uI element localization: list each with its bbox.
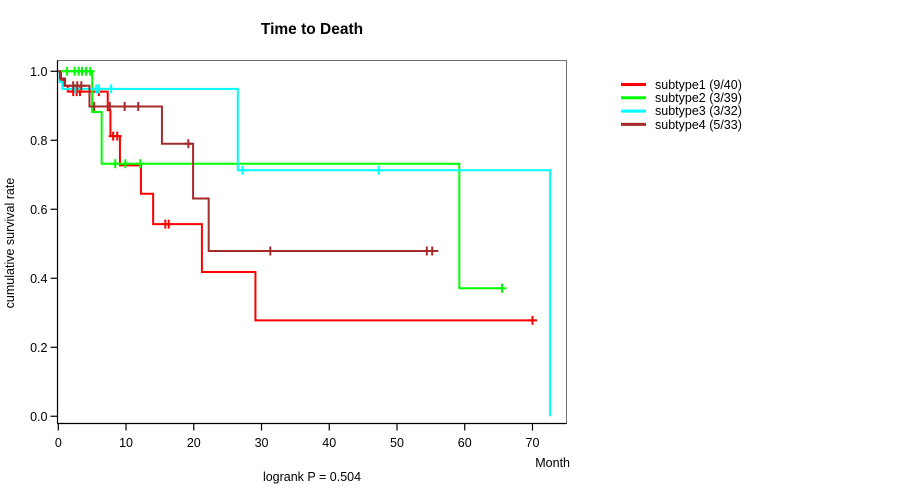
legend-label-subtype2: subtype2 (3/39) [655, 91, 742, 105]
x-axis-label: Month [535, 456, 570, 470]
survival-curve [58, 70, 502, 290]
legend-label-subtype3: subtype3 (3/32) [655, 104, 742, 118]
chart-title: Time to Death [260, 21, 364, 38]
x-axis: 0 10 20 30 40 50 60 70 [55, 422, 567, 450]
y-axis-label: cumulative survival rate [3, 177, 17, 309]
survival-curve [58, 70, 552, 417]
series-subtype1 [58, 70, 537, 325]
y-axis: 0.0 0.2 0.4 0.6 0.8 1.0 [30, 60, 59, 424]
y-tick-label: 1.0 [30, 65, 47, 79]
x-tick-label: 10 [119, 436, 133, 450]
x-tick-label: 40 [322, 436, 336, 450]
y-tick-label: 0.8 [30, 134, 47, 148]
legend-label-subtype1: subtype1 (9/40) [655, 78, 742, 92]
plot-border [57, 60, 567, 424]
series-subtype3 [58, 70, 552, 417]
series-subtype4 [58, 70, 439, 256]
survival-curve [58, 70, 536, 322]
x-tick-label: 70 [526, 436, 540, 450]
x-tick-label: 30 [255, 436, 269, 450]
x-tick-label: 60 [458, 436, 472, 450]
series-subtype2 [58, 66, 507, 293]
x-tick-label: 0 [55, 436, 62, 450]
x-tick-label: 50 [390, 436, 404, 450]
legend [621, 83, 646, 126]
y-tick-label: 0.2 [30, 341, 47, 355]
legend-label-subtype4: subtype4 (5/33) [655, 118, 742, 132]
y-tick-label: 0.6 [30, 203, 47, 217]
y-tick-label: 0.4 [30, 272, 47, 286]
y-tick-label: 0.0 [30, 410, 47, 424]
logrank-annotation: logrank P = 0.504 [262, 470, 362, 484]
x-tick-label: 20 [187, 436, 201, 450]
